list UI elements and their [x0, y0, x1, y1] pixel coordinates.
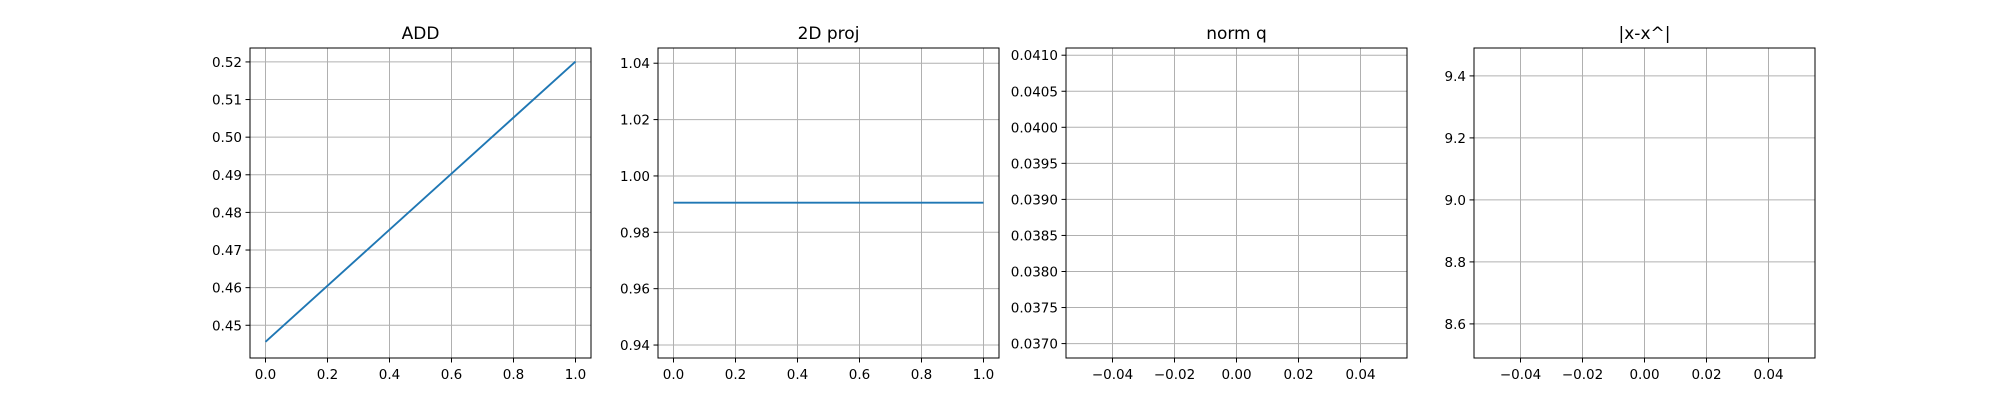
y-tick-label: 0.0405	[1011, 84, 1058, 100]
y-tick-label: 0.94	[620, 338, 650, 354]
chart-title: ADD	[402, 24, 440, 44]
x-tick-label: 0.0	[663, 367, 684, 383]
y-tick-label: 0.0395	[1011, 156, 1058, 172]
y-tick-label: 9.4	[1445, 69, 1466, 85]
axes-frame	[657, 47, 1000, 359]
y-tick-label: 0.51	[212, 93, 242, 109]
y-tick-label: 0.0380	[1011, 264, 1058, 280]
y-tick-label: 0.0410	[1011, 48, 1058, 64]
x-tick-label: 0.8	[911, 367, 932, 383]
chart-title: 2D proj	[798, 24, 860, 44]
y-tick-label: 0.45	[212, 318, 242, 334]
y-tick-label: 0.48	[212, 205, 242, 221]
y-tick-label: 8.8	[1445, 255, 1466, 271]
y-tick-label: 0.0370	[1011, 337, 1058, 353]
x-tick-label: 0.02	[1691, 367, 1721, 383]
chart-panel-1: 0.0 0.2 0.4 0.6 0.8 1.0 0.45 0.46 0.47 0.48 0.49 0.…	[212, 24, 592, 383]
y-tick-label: 1.02	[620, 113, 650, 129]
y-tick-label: 0.0390	[1011, 192, 1058, 208]
x-tick-label: 0.6	[849, 367, 870, 383]
y-tick-label: 0.96	[620, 282, 650, 298]
y-tick-label: 0.0375	[1011, 301, 1058, 317]
y-tick-label: 0.0400	[1011, 120, 1058, 136]
x-tick-label: 1.0	[973, 367, 994, 383]
y-tick-label: 0.50	[212, 130, 242, 146]
x-tick-label: 1.0	[565, 367, 586, 383]
x-tick-label: 0.4	[787, 367, 808, 383]
y-tick-label: 0.49	[212, 168, 242, 184]
y-tick-label: 0.47	[212, 243, 242, 259]
y-tick-label: 0.46	[212, 281, 242, 297]
y-tick-label: 0.52	[212, 55, 242, 71]
y-tick-label: 1.00	[620, 169, 650, 185]
y-tick-label: 8.6	[1445, 317, 1466, 333]
axes-frame	[249, 47, 592, 359]
chart-title: norm q	[1206, 24, 1267, 44]
x-tick-label: 0.00	[1221, 367, 1251, 383]
x-tick-label: 0.8	[503, 367, 524, 383]
y-tick-label: 9.0	[1445, 193, 1466, 209]
x-tick-label: 0.2	[317, 367, 338, 383]
x-tick-label: −0.04	[1500, 367, 1541, 383]
x-tick-label: 0.0	[255, 367, 276, 383]
x-tick-label: 0.04	[1753, 367, 1783, 383]
chart-panel-3: −0.04 −0.02 0.00 0.02 0.04 0.0370 0.0375 0.0380…	[1011, 24, 1408, 383]
data-line	[264, 60, 577, 343]
y-tick-label: 1.04	[620, 56, 650, 72]
x-tick-label: −0.04	[1092, 367, 1133, 383]
x-tick-label: 0.04	[1345, 367, 1375, 383]
x-tick-label: 0.6	[441, 367, 462, 383]
y-tick-label: 9.2	[1445, 131, 1466, 147]
chart-panel-2: 0.0 0.2 0.4 0.6 0.8 1.0 0.94 0.96 0.98 1.00 1.02 1.…	[620, 24, 1000, 383]
x-tick-label: 0.02	[1283, 367, 1313, 383]
chart-panel-4: −0.04 −0.02 0.00 0.02 0.04 8.6 8.8 9.0 9.2 9.4 |x-…	[1445, 24, 1816, 383]
x-tick-label: 0.2	[725, 367, 746, 383]
x-tick-label: −0.02	[1562, 367, 1603, 383]
x-tick-label: 0.4	[379, 367, 400, 383]
x-tick-label: −0.02	[1154, 367, 1195, 383]
x-tick-label: 0.00	[1629, 367, 1659, 383]
chart-title: |x-x^|	[1619, 24, 1671, 44]
y-tick-label: 0.98	[620, 225, 650, 241]
y-tick-label: 0.0385	[1011, 228, 1058, 244]
